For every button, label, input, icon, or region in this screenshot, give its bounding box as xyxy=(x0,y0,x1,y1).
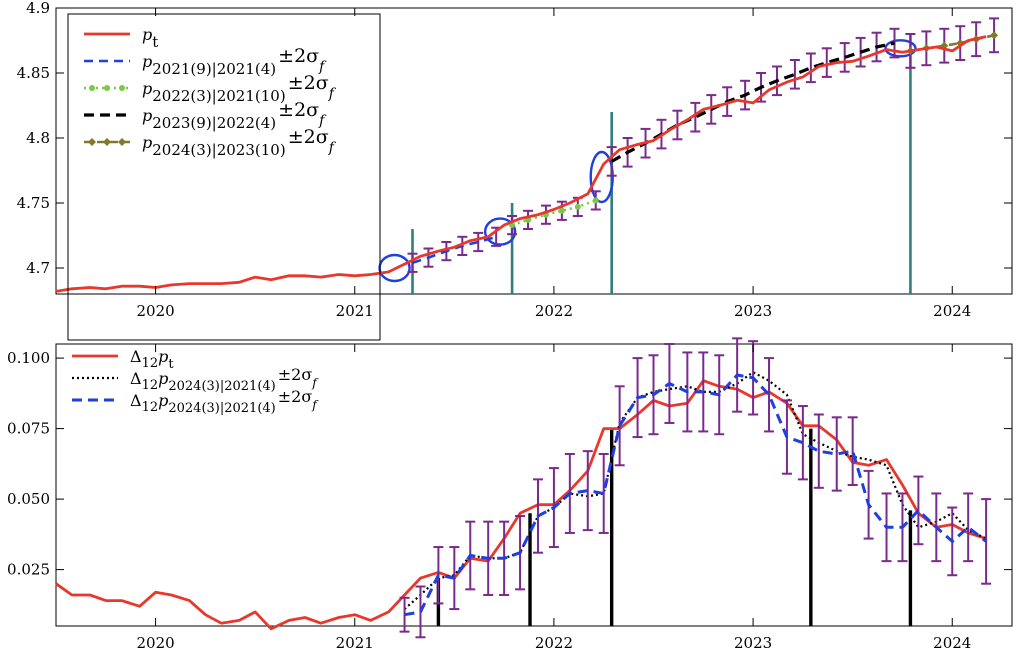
top-x-tick-label: 2021 xyxy=(336,302,374,320)
legend-delta: Δ xyxy=(130,369,142,388)
legend-interval: ±2σ xyxy=(278,365,313,384)
top-x-axis: 2020 2021 2022 2023 2024 xyxy=(136,8,971,320)
top-legend-box xyxy=(67,13,381,341)
legend-marker xyxy=(89,85,95,91)
top-x-tick-label: 2020 xyxy=(136,302,174,320)
top-y-tick-label: 4.75 xyxy=(17,194,50,212)
legend-entry: p2021(9)|2021(4)±2σf xyxy=(142,45,327,78)
top-y-tick-label: 4.9 xyxy=(26,0,50,17)
legend-symbol: p xyxy=(158,369,168,388)
legend-subscript: t xyxy=(152,33,158,51)
legend-entry: Δ12p2024(3)|2021(4)±2σf xyxy=(130,387,319,416)
top-plot-frame xyxy=(55,7,1013,295)
legend-delta: Δ xyxy=(130,347,142,366)
series-line-blue xyxy=(412,235,497,265)
legend-interval: ±2σ xyxy=(288,72,329,94)
legend-subscript: 2024(3)|2021(4) xyxy=(168,401,275,416)
top-vertical-lines xyxy=(411,34,912,294)
bottom-y-tick-label: 0.100 xyxy=(7,349,50,367)
legend-subscript: 2022(3)|2021(10) xyxy=(152,87,285,105)
data-point xyxy=(574,203,581,210)
series-line-actual xyxy=(55,35,987,293)
legend-marker xyxy=(103,138,111,146)
bottom-y-tick-label: 0.025 xyxy=(7,561,50,579)
bottom-x-axis: 2020 2021 2022 2023 2024 xyxy=(136,344,971,652)
bottom-x-tick-label: 2024 xyxy=(933,634,971,652)
legend-symbol: p xyxy=(158,391,168,410)
legend-sigma-subscript: f xyxy=(311,398,319,412)
legend-symbol: p xyxy=(142,133,152,152)
bottom-y-tick-label: 0.050 xyxy=(7,490,50,508)
legend-symbol: p xyxy=(142,25,152,44)
bottom-vertical-lines xyxy=(436,428,913,626)
legend-sigma-subscript: f xyxy=(318,113,327,129)
highlight-ellipse xyxy=(589,150,614,204)
legend-marker xyxy=(88,138,96,146)
series-line-blue-dashed xyxy=(404,373,988,617)
legend-entry: Δ12pt xyxy=(130,347,174,372)
legend-marker xyxy=(119,85,125,91)
bottom-series xyxy=(55,337,992,639)
legend-sigma-subscript: f xyxy=(328,86,337,102)
legend-sigma-subscript: f xyxy=(318,59,327,75)
bottom-y-tick-label: 0.075 xyxy=(7,420,50,438)
bottom-x-tick-label: 2021 xyxy=(336,634,374,652)
data-point xyxy=(558,207,565,214)
legend-subscript: 2024(3)|2021(4) xyxy=(168,379,275,394)
top-panel: 4.7 4.75 4.8 4.85 4.9 2020 2021 2022 2023 2024 p… xyxy=(17,0,1013,341)
bottom-y-axis: 0.025 0.050 0.075 0.100 xyxy=(7,349,1012,579)
top-y-axis: 4.7 4.75 4.8 4.85 4.9 xyxy=(17,0,1012,277)
legend-entry: p2022(3)|2021(10)±2σf xyxy=(142,72,337,105)
legend-delta-subscript: 12 xyxy=(142,356,159,371)
series-line-actual xyxy=(55,379,987,631)
top-y-tick-label: 4.7 xyxy=(26,259,50,277)
legend-subscript: 2023(9)|2022(4) xyxy=(152,114,276,132)
legend-marker xyxy=(118,138,126,146)
legend-entry: p2024(3)|2023(10)±2σf xyxy=(142,126,337,159)
series-line-green xyxy=(511,199,597,227)
highlight-ellipse xyxy=(884,39,917,58)
top-series xyxy=(55,17,1000,293)
bottom-x-tick-label: 2022 xyxy=(535,634,573,652)
bottom-x-tick-label: 2020 xyxy=(136,634,174,652)
top-y-tick-label: 4.85 xyxy=(17,64,50,82)
legend-delta-subscript: 12 xyxy=(142,400,159,415)
legend-marker xyxy=(104,85,110,91)
top-y-tick-label: 4.8 xyxy=(26,129,50,147)
legend-subscript: t xyxy=(168,357,174,372)
legend-entry: pt xyxy=(142,25,158,51)
legend-interval: ±2σ xyxy=(288,126,329,148)
legend-sigma-subscript: f xyxy=(328,140,337,156)
bottom-legend: Δ12ptΔ12p2024(3)|2021(4)±2σfΔ12p2024(3)|… xyxy=(72,347,319,416)
legend-subscript: 2024(3)|2023(10) xyxy=(152,141,285,159)
legend-delta: Δ xyxy=(130,391,142,410)
data-point xyxy=(592,197,599,204)
legend-interval: ±2σ xyxy=(278,387,313,406)
legend-symbol: p xyxy=(142,52,152,71)
legend-interval: ±2σ xyxy=(278,99,319,121)
legend-entry: Δ12p2024(3)|2021(4)±2σf xyxy=(130,365,319,394)
data-point xyxy=(990,31,999,40)
legend-sigma-subscript: f xyxy=(311,376,319,390)
top-x-tick-label: 2022 xyxy=(535,302,573,320)
series-line-black-dotted xyxy=(403,371,987,610)
top-x-tick-label: 2024 xyxy=(933,302,971,320)
legend-interval: ±2σ xyxy=(278,45,319,67)
top-legend: ptp2021(9)|2021(4)±2σfp2022(3)|2021(10)±… xyxy=(67,13,381,341)
legend-symbol: p xyxy=(158,347,168,366)
legend-entry: p2023(9)|2022(4)±2σf xyxy=(142,99,327,132)
legend-delta-subscript: 12 xyxy=(142,378,159,393)
highlight-ellipse xyxy=(483,217,517,246)
bottom-plot-frame xyxy=(55,343,1013,627)
top-x-tick-label: 2023 xyxy=(734,302,772,320)
bottom-x-tick-label: 2023 xyxy=(734,634,772,652)
legend-symbol: p xyxy=(142,106,152,125)
legend-symbol: p xyxy=(142,79,152,98)
legend-subscript: 2021(9)|2021(4) xyxy=(152,60,276,78)
